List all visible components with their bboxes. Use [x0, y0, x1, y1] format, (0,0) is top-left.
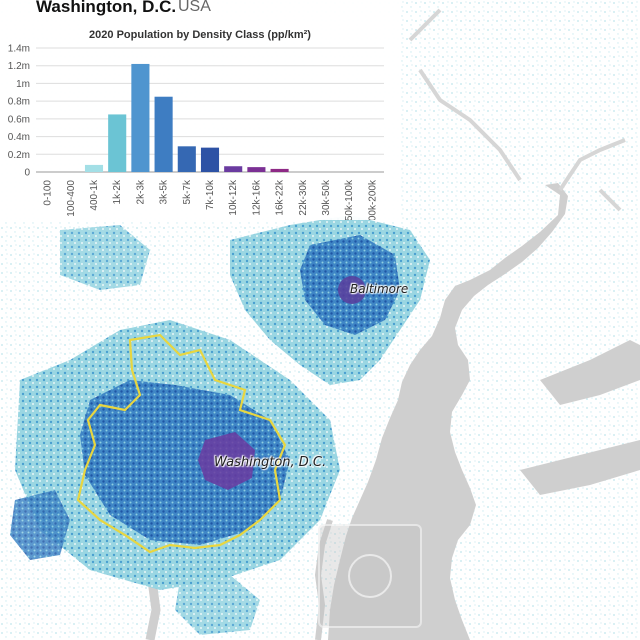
dc-center [198, 432, 255, 490]
bar-1k-2k[interactable] [108, 114, 127, 172]
x-tick-label: 50k-100k [344, 179, 355, 220]
dc-core [80, 380, 290, 545]
y-tick-label: 1.2m [8, 61, 30, 72]
x-tick-label: 400-1k [89, 179, 100, 211]
x-tick-label: 100k-200k [367, 179, 378, 220]
x-tick-label: 7k-10k [205, 179, 216, 210]
bar-3k-5k[interactable] [154, 96, 173, 172]
x-tick-label: 2k-3k [135, 179, 146, 204]
upper-river [408, 8, 626, 212]
bay-shore-south [520, 440, 640, 495]
x-tick-label: 0-100 [43, 180, 54, 206]
bar-2k-3k[interactable] [131, 63, 150, 172]
x-tick-label: 5k-7k [182, 179, 193, 204]
watermark-logo [318, 524, 422, 628]
density-chart-panel: 2020 Population by Density Class (pp/km²… [0, 20, 400, 220]
bar-16k-22k[interactable] [270, 168, 289, 172]
bar-400-1k[interactable] [84, 164, 104, 172]
country-name: USA [178, 0, 211, 15]
x-tick-label: 1k-2k [112, 179, 123, 204]
frederick-area [60, 225, 150, 290]
y-tick-label: 0.2m [8, 150, 30, 161]
x-tick-label: 100-400 [66, 180, 77, 217]
x-tick-label: 12k-16k [251, 179, 262, 216]
bar-10k-12k[interactable] [224, 166, 243, 172]
x-tick-label: 30k-50k [321, 179, 332, 216]
chart-title: 2020 Population by Density Class (pp/km²… [89, 29, 311, 41]
baltimore-center [338, 276, 366, 304]
y-tick-label: 1m [16, 79, 30, 90]
south-suburbs [175, 575, 260, 635]
x-tick-label: 10k-12k [228, 179, 239, 216]
bar-5k-7k[interactable] [177, 146, 196, 172]
y-tick-label: 0.6m [8, 114, 30, 125]
y-tick-label: 1.4m [8, 44, 30, 55]
washington-dc-map-label: Washington, D.C. [214, 455, 327, 470]
location-header: Washington, D.C. USA [0, 0, 400, 20]
y-tick-label: 0.8m [8, 97, 30, 108]
city-name: Washington, D.C. [36, 0, 177, 16]
baltimore-map-label: Baltimore [350, 282, 409, 296]
x-tick-label: 3k-5k [159, 179, 170, 204]
bay-shore-east [540, 340, 640, 405]
y-tick-label: 0.4m [8, 132, 30, 143]
dc-urban-boundary [76, 333, 287, 554]
x-tick-label: 22k-30k [298, 179, 309, 216]
west-suburbs [10, 490, 70, 560]
x-tick-label: 16k-22k [275, 179, 286, 216]
y-tick-label: 0 [24, 168, 30, 179]
density-bar-chart: 2020 Population by Density Class (pp/km²… [8, 29, 384, 220]
bar-7k-10k[interactable] [200, 147, 220, 172]
bar-12k-16k[interactable] [247, 167, 266, 172]
